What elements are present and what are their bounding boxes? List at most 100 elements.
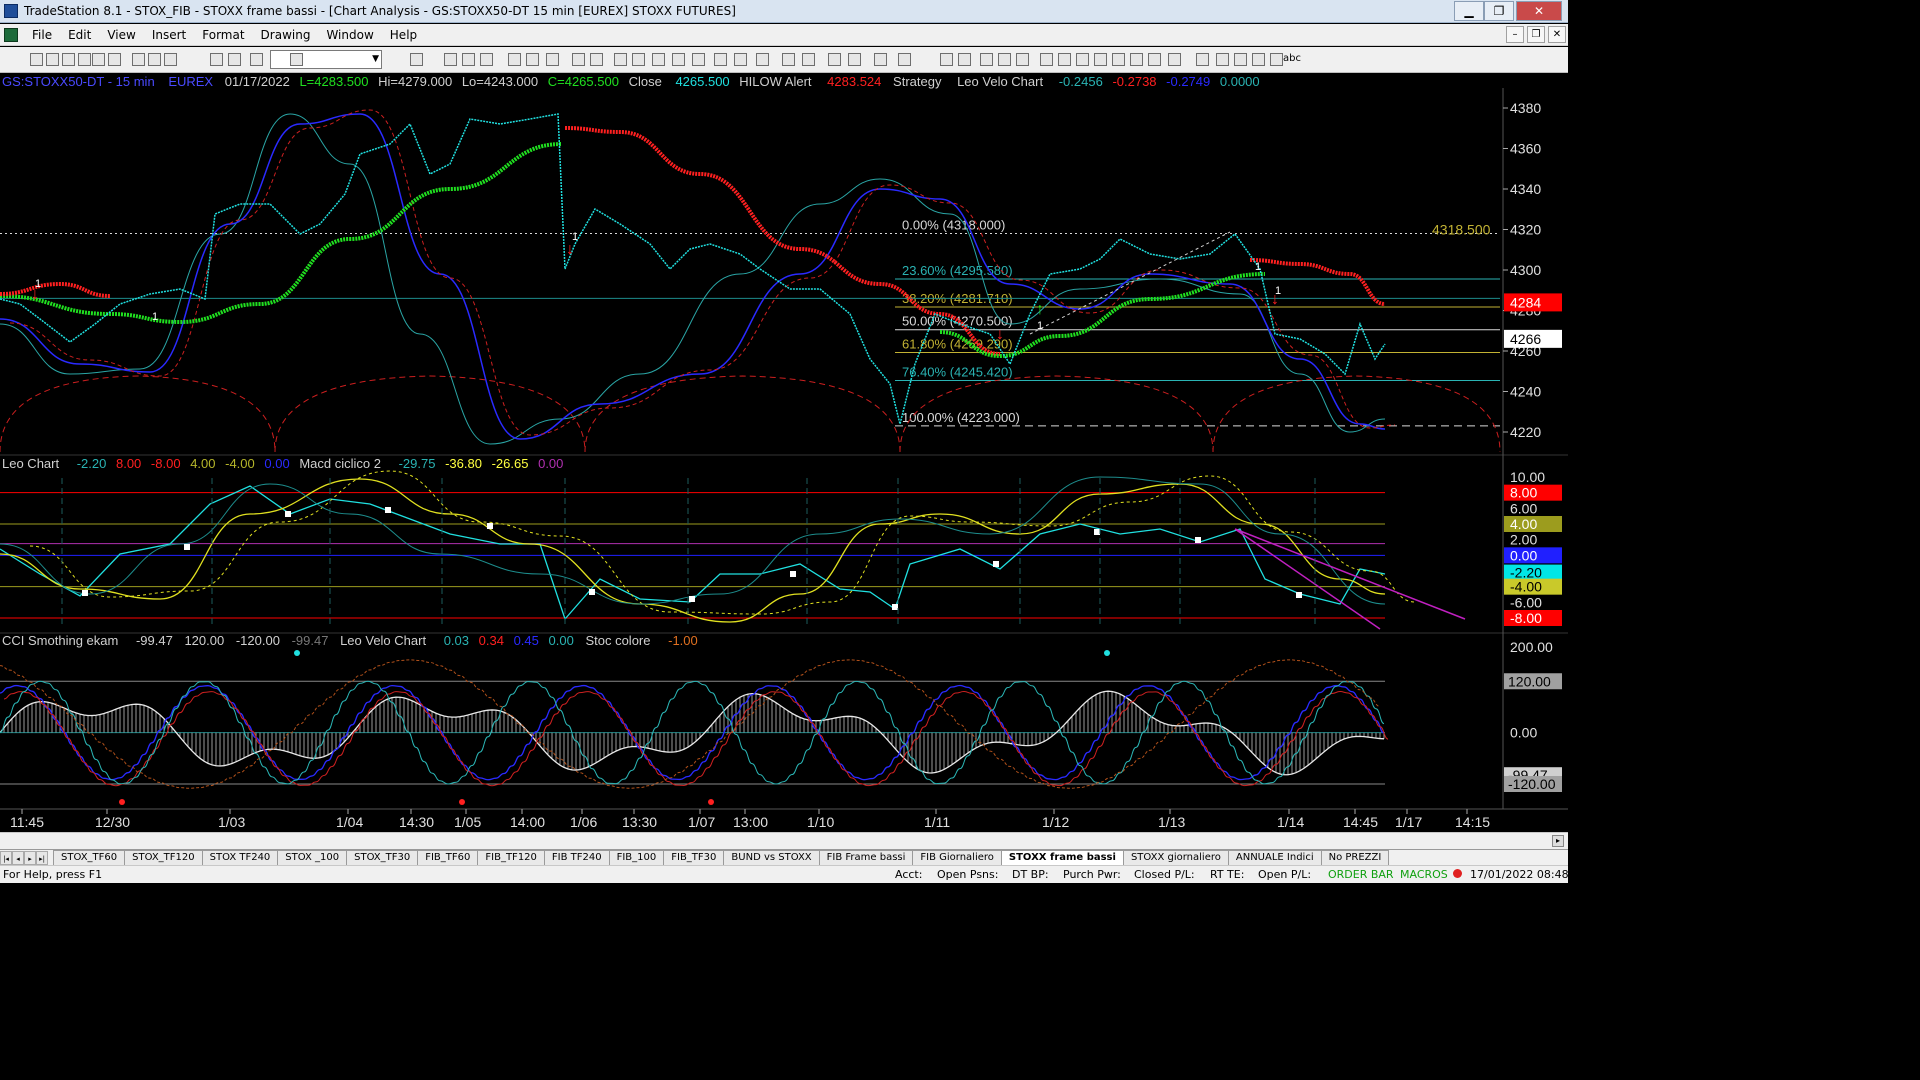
- workspace-tab[interactable]: No PREZZI: [1320, 850, 1390, 865]
- workspace-tab[interactable]: STOX TF240: [201, 850, 279, 865]
- toolbar-button-icon[interactable]: [250, 53, 263, 66]
- chart-scrollbar[interactable]: ▸: [0, 832, 1568, 849]
- restore-button[interactable]: ❐: [1484, 1, 1514, 21]
- toolbar-button-icon[interactable]: [30, 53, 43, 66]
- toolbar-button-icon[interactable]: [526, 53, 539, 66]
- next-tab-icon[interactable]: ▸: [24, 851, 36, 865]
- mdi-restore-button[interactable]: ❐: [1527, 26, 1545, 43]
- toolbar-button-icon[interactable]: [614, 53, 627, 66]
- workspace-tab[interactable]: FIB_TF60: [417, 850, 479, 865]
- workspace-tab[interactable]: FIB_TF120: [477, 850, 545, 865]
- toolbar-button-icon[interactable]: [980, 53, 993, 66]
- workspace-tab[interactable]: FIB Frame bassi: [818, 850, 914, 865]
- toolbar-button-icon[interactable]: [652, 53, 665, 66]
- workspace-tab[interactable]: STOXX giornaliero: [1122, 850, 1229, 865]
- workspace-tab[interactable]: STOXX frame bassi: [1000, 850, 1124, 865]
- chart-window-icon[interactable]: [4, 27, 18, 42]
- toolbar-button-icon[interactable]: [1196, 53, 1209, 66]
- menu-file[interactable]: File: [32, 27, 53, 42]
- toolbar-button-icon[interactable]: [734, 53, 747, 66]
- workspace-tab[interactable]: STOX_TF30: [346, 850, 419, 865]
- toolbar-button-icon[interactable]: [1040, 53, 1053, 66]
- status-order-bar[interactable]: ORDER BAR: [1328, 868, 1394, 881]
- toolbar-button-icon[interactable]: [1234, 53, 1247, 66]
- toolbar-button-icon[interactable]: [1270, 53, 1283, 66]
- toolbar-button-icon[interactable]: [1252, 53, 1265, 66]
- toolbar-button-icon[interactable]: [210, 53, 223, 66]
- menu-drawing[interactable]: Drawing: [260, 27, 311, 42]
- toolbar-button-icon[interactable]: [874, 53, 887, 66]
- toolbar-button-icon[interactable]: [940, 53, 953, 66]
- toolbar-button-icon[interactable]: [148, 53, 161, 66]
- status-macros[interactable]: MACROS: [1400, 868, 1448, 881]
- toolbar-button-icon[interactable]: [802, 53, 815, 66]
- text-tool-button[interactable]: abc: [1283, 53, 1301, 64]
- prev-tab-icon[interactable]: ◂: [12, 851, 24, 865]
- toolbar-button-icon[interactable]: [590, 53, 603, 66]
- chevron-down-icon[interactable]: ▼: [372, 54, 379, 64]
- toolbar-button-icon[interactable]: [164, 53, 177, 66]
- workspace-tab[interactable]: STOX_TF120: [124, 850, 203, 865]
- mdi-minimize-button[interactable]: –: [1506, 26, 1524, 43]
- toolbar-button-icon[interactable]: [1130, 53, 1143, 66]
- toolbar-button-icon[interactable]: [132, 53, 145, 66]
- toolbar-button-icon[interactable]: [672, 53, 685, 66]
- toolbar-button-icon[interactable]: [828, 53, 841, 66]
- toolbar-button-icon[interactable]: [572, 53, 585, 66]
- toolbar-button-icon[interactable]: [108, 53, 121, 66]
- workspace-tab[interactable]: STOX_TF60: [53, 850, 126, 865]
- symbol-combobox[interactable]: ▼: [270, 50, 382, 69]
- toolbar-button-icon[interactable]: [692, 53, 705, 66]
- menu-window[interactable]: Window: [326, 27, 374, 42]
- toolbar-button-icon[interactable]: [1148, 53, 1161, 66]
- toolbar-button-icon[interactable]: [1058, 53, 1071, 66]
- toolbar-button-icon[interactable]: [546, 53, 559, 66]
- toolbar-button-icon[interactable]: [958, 53, 971, 66]
- toolbar-button-icon[interactable]: [848, 53, 861, 66]
- toolbar-button-icon[interactable]: [1168, 53, 1181, 66]
- toolbar-button-icon[interactable]: [1112, 53, 1125, 66]
- toolbar-button-icon[interactable]: [1016, 53, 1029, 66]
- toolbar-button-icon[interactable]: [782, 53, 795, 66]
- menu-format[interactable]: Format: [202, 27, 245, 42]
- toolbar-button-icon[interactable]: [228, 53, 241, 66]
- toolbar-button-icon[interactable]: [1076, 53, 1089, 66]
- workspace-tab[interactable]: ANNUALE Indici: [1227, 850, 1322, 865]
- toolbar-button-icon[interactable]: [898, 53, 911, 66]
- toolbar-button-icon[interactable]: [78, 53, 91, 66]
- last-tab-icon[interactable]: ▸|: [36, 851, 48, 865]
- scroll-right-arrow-icon[interactable]: ▸: [1552, 835, 1564, 847]
- toolbar-button-icon[interactable]: [480, 53, 493, 66]
- close-button[interactable]: ✕: [1516, 1, 1562, 21]
- minimize-button[interactable]: ▁: [1454, 1, 1484, 21]
- mdi-close-button[interactable]: ✕: [1548, 26, 1566, 43]
- chart-analysis-window[interactable]: 0.00% (4318.000) 23.60% (4295.580) 38.20% …: [0, 74, 1568, 832]
- toolbar-button-icon[interactable]: [290, 53, 303, 66]
- toolbar-button-icon[interactable]: [462, 53, 475, 66]
- toolbar-button-icon[interactable]: [444, 53, 457, 66]
- workspace-tab[interactable]: STOX _100: [277, 850, 348, 865]
- toolbar-button-icon[interactable]: [410, 53, 423, 66]
- toolbar-button-icon[interactable]: [998, 53, 1011, 66]
- menu-help[interactable]: Help: [389, 27, 418, 42]
- chart-canvas[interactable]: 0.00% (4318.000)23.60% (4295.580)38.20% …: [0, 74, 1568, 832]
- time-axis-label: 1/17: [1395, 814, 1422, 830]
- toolbar-button-icon[interactable]: [62, 53, 75, 66]
- menu-view[interactable]: View: [107, 27, 136, 42]
- toolbar-button-icon[interactable]: [46, 53, 59, 66]
- menu-edit[interactable]: Edit: [68, 27, 92, 42]
- toolbar-button-icon[interactable]: [1094, 53, 1107, 66]
- toolbar-button-icon[interactable]: [632, 53, 645, 66]
- toolbar-button-icon[interactable]: [714, 53, 727, 66]
- workspace-tab[interactable]: FIB TF240: [543, 850, 610, 865]
- toolbar-button-icon[interactable]: [92, 53, 105, 66]
- first-tab-icon[interactable]: |◂: [0, 851, 12, 865]
- menu-insert[interactable]: Insert: [151, 27, 187, 42]
- toolbar-button-icon[interactable]: [508, 53, 521, 66]
- workspace-tab[interactable]: BUND vs STOXX: [723, 850, 820, 865]
- workspace-tab[interactable]: FIB_100: [608, 850, 665, 865]
- toolbar-button-icon[interactable]: [1216, 53, 1229, 66]
- workspace-tab[interactable]: FIB_TF30: [663, 850, 725, 865]
- toolbar-button-icon[interactable]: [756, 53, 769, 66]
- workspace-tab[interactable]: FIB Giornaliero: [912, 850, 1002, 865]
